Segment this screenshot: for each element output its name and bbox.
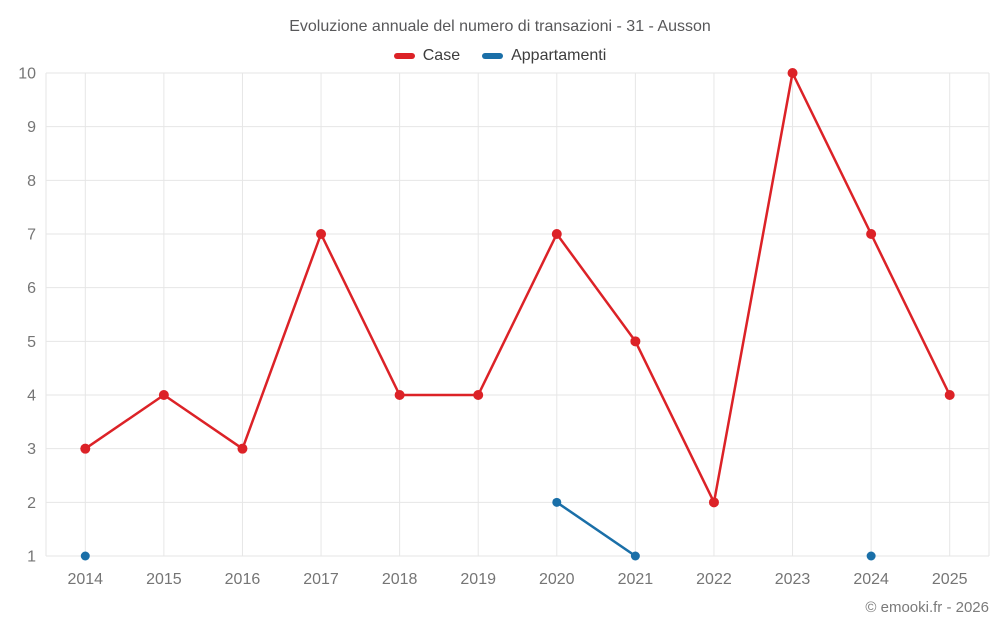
- y-tick-label: 1: [27, 549, 36, 566]
- y-tick-label: 3: [27, 441, 36, 458]
- legend-item-appartamenti[interactable]: Appartamenti: [482, 47, 606, 65]
- data-point-appartamenti: [80, 551, 90, 561]
- data-point-case: [944, 390, 955, 400]
- data-point-case: [473, 390, 484, 400]
- legend-item-case[interactable]: Case: [393, 47, 461, 65]
- data-point-appartamenti: [552, 497, 562, 507]
- x-tick-label: 2015: [146, 571, 182, 588]
- y-tick-label: 10: [18, 66, 36, 83]
- legend: Case Appartamenti: [0, 47, 1000, 65]
- data-point-case: [394, 390, 405, 400]
- x-tick-label: 2021: [618, 571, 654, 588]
- x-tick-label: 2025: [932, 571, 968, 588]
- data-point-case: [237, 443, 248, 454]
- x-tick-label: 2017: [303, 571, 339, 588]
- x-tick-label: 2020: [539, 571, 575, 588]
- x-tick-label: 2024: [853, 571, 889, 588]
- y-tick-label: 9: [27, 119, 36, 136]
- x-tick-label: 2014: [67, 571, 103, 588]
- data-point-appartamenti: [866, 551, 876, 561]
- series-line-case: [84, 71, 951, 504]
- y-tick-label: 5: [27, 334, 36, 351]
- legend-label-case: Case: [422, 47, 461, 64]
- copyright-text: © emooki.fr - 2026: [865, 599, 989, 616]
- x-tick-label: 2023: [775, 571, 811, 588]
- legend-label-appartamenti: Appartamenti: [511, 47, 607, 64]
- legend-marker-case: [393, 53, 415, 59]
- data-point-appartamenti: [630, 551, 640, 561]
- chart-title: Evoluzione annuale del numero di transaz…: [289, 18, 711, 35]
- x-tick-label: 2018: [382, 571, 418, 588]
- series-line-appartamenti: [555, 501, 637, 558]
- x-tick-label: 2016: [225, 571, 261, 588]
- legend-marker-appartamenti: [482, 53, 504, 59]
- data-point-case: [316, 229, 327, 239]
- y-tick-label: 2: [27, 495, 36, 512]
- data-point-case: [80, 443, 91, 454]
- y-tick-label: 8: [27, 173, 36, 190]
- y-tick-label: 4: [27, 388, 36, 405]
- data-point-case: [708, 497, 719, 508]
- x-tick-label: 2019: [460, 571, 496, 588]
- data-point-case: [866, 229, 877, 239]
- y-tick-label: 6: [27, 280, 36, 297]
- data-point-case: [551, 229, 562, 239]
- data-point-case: [787, 68, 798, 78]
- data-point-case: [158, 390, 169, 400]
- y-tick-label: 7: [27, 227, 36, 244]
- x-tick-label: 2022: [696, 571, 732, 588]
- data-point-case: [630, 336, 641, 347]
